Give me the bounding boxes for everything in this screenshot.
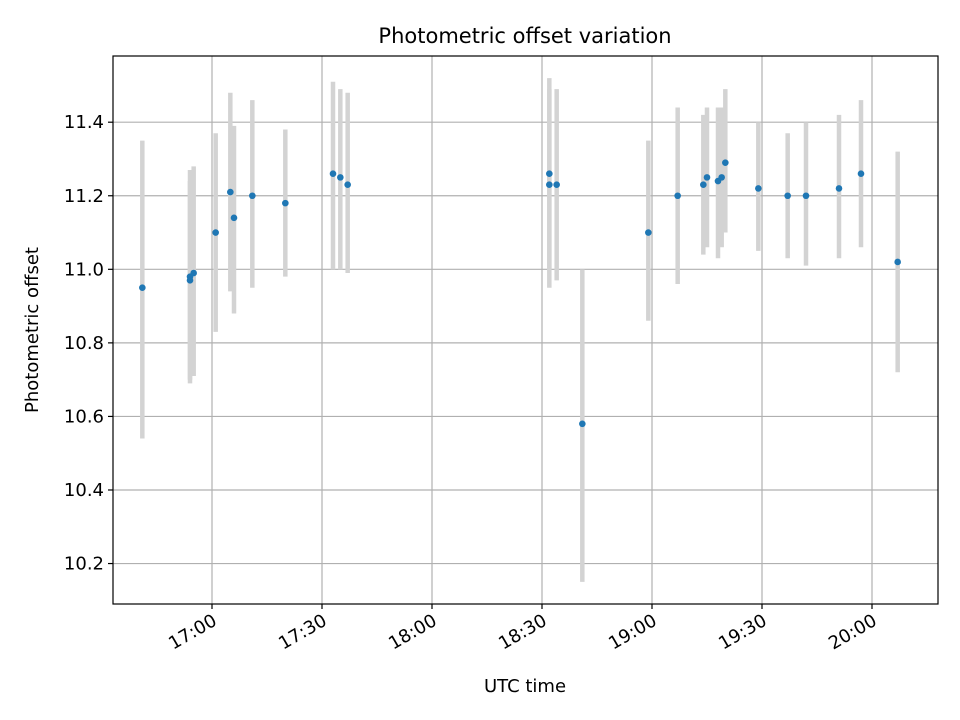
- data-point: [722, 159, 729, 166]
- data-point: [249, 192, 256, 200]
- y-tick-label: 10.2: [64, 554, 104, 575]
- data-point: [857, 170, 865, 177]
- data-point: [546, 181, 553, 189]
- data-point: [344, 181, 351, 189]
- data-point: [337, 174, 344, 181]
- data-point: [894, 258, 901, 266]
- data-points: [139, 159, 901, 428]
- y-tick-label: 11.4: [64, 112, 104, 133]
- data-point: [329, 170, 337, 177]
- data-point: [700, 181, 707, 189]
- data-point: [230, 214, 238, 222]
- chart-title: Photometric offset variation: [378, 24, 671, 48]
- data-point: [282, 199, 289, 207]
- data-point: [553, 181, 560, 189]
- data-point: [190, 269, 197, 277]
- y-axis-ticks: 10.2 10.4 10.6 10.8 11.0 11.2 11.4: [64, 112, 113, 575]
- y-tick-label: 11.2: [64, 186, 104, 207]
- data-point: [579, 420, 586, 428]
- data-point: [674, 192, 681, 200]
- data-point: [645, 229, 652, 236]
- y-tick-label: 10.4: [64, 480, 104, 501]
- data-point: [546, 170, 553, 177]
- data-point: [755, 185, 762, 192]
- data-point: [784, 192, 791, 200]
- data-point: [835, 185, 843, 192]
- x-axis-label: UTC time: [484, 676, 566, 697]
- y-tick-label: 10.8: [64, 333, 104, 354]
- y-axis-label: Photometric offset: [22, 247, 43, 413]
- grid: [113, 56, 938, 604]
- data-point: [212, 229, 219, 236]
- y-tick-label: 10.6: [64, 406, 104, 427]
- data-point: [186, 277, 194, 284]
- plot-frame: [112, 55, 939, 605]
- data-point: [718, 174, 725, 181]
- y-tick-label: 11.0: [64, 259, 104, 280]
- data-point: [703, 174, 711, 181]
- data-point: [802, 192, 810, 200]
- data-point: [227, 188, 234, 196]
- data-point: [139, 284, 146, 292]
